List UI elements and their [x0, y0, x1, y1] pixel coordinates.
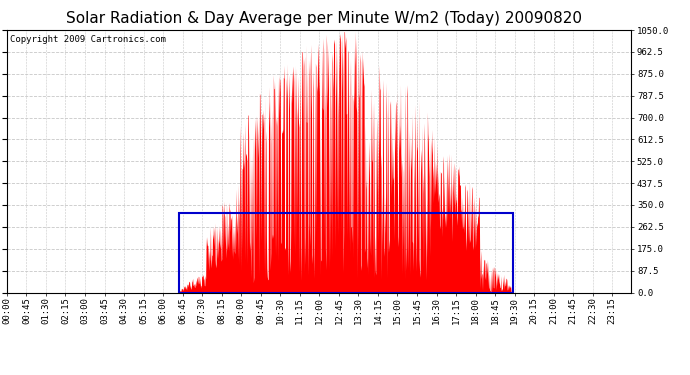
- Text: Solar Radiation & Day Average per Minute W/m2 (Today) 20090820: Solar Radiation & Day Average per Minute…: [66, 11, 582, 26]
- Text: Copyright 2009 Cartronics.com: Copyright 2009 Cartronics.com: [10, 35, 166, 44]
- Bar: [179, 213, 513, 292]
